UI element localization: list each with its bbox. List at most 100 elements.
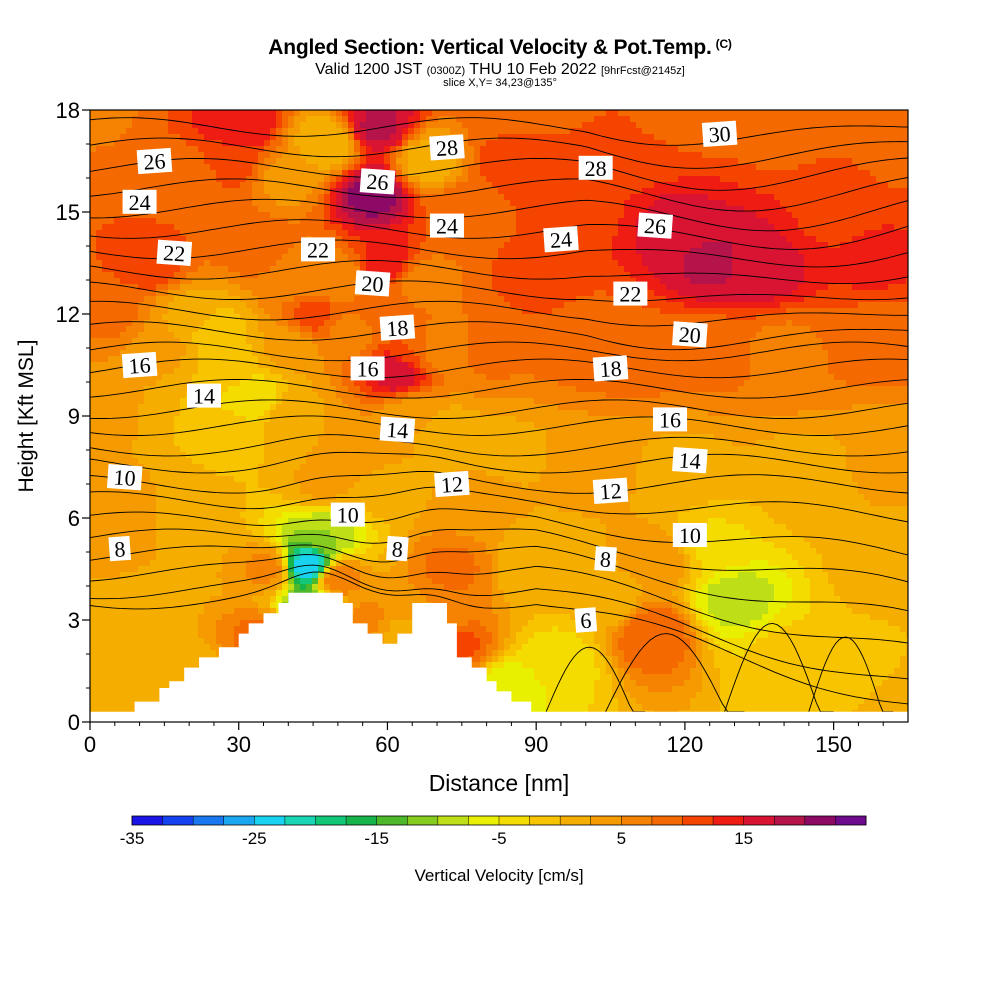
velocity-cell [672,290,679,297]
velocity-cell [834,140,841,147]
velocity-cell [288,272,295,279]
velocity-cell [792,152,799,159]
velocity-cell [348,230,355,237]
velocity-cell [528,128,535,135]
velocity-cell [864,272,871,279]
velocity-cell [246,140,253,147]
velocity-cell [558,194,565,201]
velocity-cell [810,260,817,267]
velocity-cell [426,302,433,309]
velocity-cell [486,128,493,135]
velocity-cell [456,236,463,243]
velocity-cell [480,206,487,213]
velocity-cell [498,236,505,243]
velocity-cell [882,278,889,285]
velocity-cell [804,242,811,249]
velocity-cell [306,128,313,135]
velocity-cell [900,140,907,147]
velocity-cell [612,308,619,315]
velocity-cell [846,158,853,165]
velocity-cell [474,266,481,273]
velocity-cell [888,146,895,153]
velocity-cell [348,278,355,285]
velocity-cell [840,206,847,213]
velocity-cell [588,194,595,201]
velocity-cell [450,260,457,267]
velocity-cell [462,296,469,303]
velocity-cell [714,188,721,195]
velocity-cell [264,200,271,207]
velocity-cell [204,218,211,225]
velocity-cell [630,182,637,189]
velocity-cell [828,122,835,129]
velocity-cell [570,122,577,129]
velocity-cell [732,218,739,225]
velocity-cell [330,140,337,147]
velocity-cell [564,308,571,315]
velocity-cell [486,182,493,189]
velocity-cell [510,218,517,225]
velocity-cell [312,218,319,225]
velocity-cell [498,308,505,315]
velocity-cell [618,194,625,201]
velocity-cell [312,266,319,273]
velocity-cell [774,212,781,219]
velocity-cell [246,308,253,315]
velocity-cell [774,296,781,303]
velocity-cell [738,254,745,261]
velocity-cell [630,230,637,237]
velocity-cell [324,176,331,183]
velocity-cell [498,260,505,267]
velocity-cell [360,212,367,219]
velocity-cell [174,290,181,297]
velocity-cell [768,284,775,291]
velocity-cell [156,326,163,333]
velocity-cell [666,278,673,285]
velocity-cell [786,200,793,207]
velocity-cell [522,218,529,225]
velocity-cell [690,242,697,249]
velocity-cell [264,230,271,237]
velocity-cell [846,140,853,147]
velocity-cell [750,278,757,285]
velocity-cell [336,224,343,231]
velocity-cell [828,320,835,327]
velocity-cell [216,188,223,195]
velocity-cell [666,266,673,273]
velocity-cell [636,128,643,135]
velocity-cell [600,110,607,117]
velocity-cell [354,122,361,129]
velocity-cell [354,218,361,225]
velocity-cell [780,320,787,327]
velocity-cell [582,182,589,189]
velocity-cell [360,194,367,201]
velocity-cell [216,266,223,273]
velocity-cell [822,248,829,255]
velocity-cell [96,206,103,213]
velocity-cell [882,260,889,267]
velocity-cell [594,212,601,219]
velocity-cell [102,188,109,195]
velocity-cell [222,278,229,285]
velocity-cell [96,170,103,177]
velocity-cell [834,302,841,309]
velocity-cell [510,230,517,237]
velocity-cell [678,110,685,117]
velocity-cell [876,302,883,309]
velocity-cell [726,206,733,213]
velocity-cell [294,218,301,225]
velocity-cell [846,224,853,231]
velocity-cell [174,308,181,315]
velocity-cell [744,296,751,303]
velocity-cell [702,266,709,273]
velocity-cell [528,302,535,309]
velocity-cell [390,248,397,255]
velocity-cell [684,266,691,273]
velocity-cell [564,218,571,225]
velocity-cell [258,152,265,159]
velocity-cell [462,176,469,183]
velocity-cell [816,122,823,129]
velocity-cell [672,266,679,273]
velocity-cell [636,164,643,171]
velocity-cell [300,110,307,117]
